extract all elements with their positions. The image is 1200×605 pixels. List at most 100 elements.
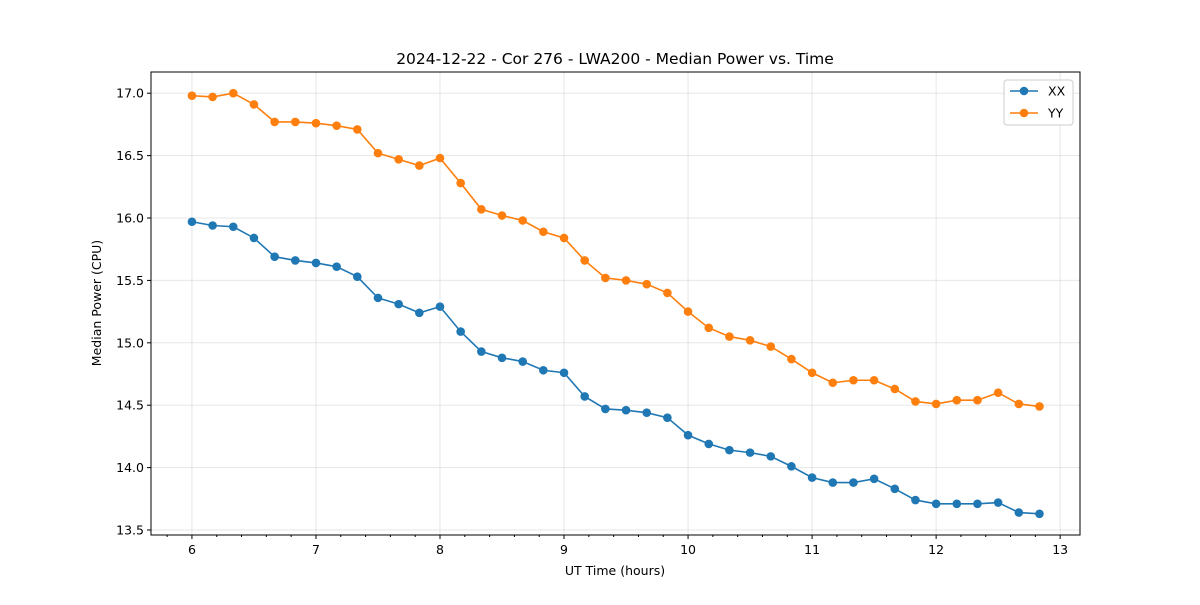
data-point-xx bbox=[911, 495, 920, 505]
data-point-xx bbox=[477, 347, 486, 356]
y-tick-label: 15.0 bbox=[116, 335, 144, 350]
data-point-xx bbox=[497, 353, 507, 363]
x-axis-label: UT Time (hours) bbox=[565, 563, 665, 578]
data-point-yy bbox=[911, 397, 920, 406]
y-tick-label: 13.5 bbox=[116, 523, 144, 538]
data-point-xx bbox=[435, 302, 445, 311]
data-point-yy bbox=[601, 273, 610, 283]
data-point-yy bbox=[807, 368, 817, 378]
x-tick-label: 10 bbox=[680, 542, 696, 557]
data-point-yy bbox=[621, 276, 631, 285]
data-point-yy bbox=[456, 178, 465, 188]
y-axis-label: Median Power (CPU) bbox=[89, 240, 104, 366]
data-point-yy bbox=[993, 388, 1003, 398]
data-point-yy bbox=[787, 354, 796, 364]
data-point-yy bbox=[869, 375, 879, 385]
data-point-xx bbox=[828, 478, 838, 487]
y-tick-label: 16.5 bbox=[116, 148, 144, 163]
data-point-xx bbox=[663, 413, 672, 422]
chart-title: 2024-12-22 - Cor 276 - LWA200 - Median P… bbox=[396, 50, 834, 68]
data-point-xx bbox=[270, 252, 279, 262]
data-point-xx bbox=[787, 462, 796, 471]
data-point-xx bbox=[849, 478, 858, 487]
data-point-xx bbox=[621, 405, 631, 415]
data-point-xx bbox=[559, 368, 569, 378]
data-point-yy bbox=[435, 153, 445, 163]
legend-label-yy: YY bbox=[1047, 106, 1064, 121]
x-tick-label: 11 bbox=[804, 542, 820, 557]
data-point-xx bbox=[580, 392, 590, 401]
x-tick-label: 8 bbox=[436, 542, 444, 557]
data-point-xx bbox=[725, 445, 734, 455]
data-point-yy bbox=[539, 227, 548, 237]
x-tick-label: 9 bbox=[560, 542, 568, 557]
data-point-xx bbox=[394, 299, 403, 309]
series-line-yy bbox=[191, 92, 1040, 408]
data-point-xx bbox=[290, 256, 300, 265]
data-point-xx bbox=[539, 365, 548, 375]
x-tick-label: 12 bbox=[928, 542, 944, 557]
data-point-yy bbox=[249, 100, 259, 109]
data-point-yy bbox=[890, 384, 900, 394]
data-point-xx bbox=[518, 357, 527, 366]
data-point-yy bbox=[332, 121, 341, 130]
data-point-yy bbox=[228, 88, 238, 98]
data-point-yy bbox=[973, 395, 982, 405]
data-point-yy bbox=[1014, 399, 1024, 409]
x-tick-label: 7 bbox=[312, 542, 320, 557]
y-tick-label: 15.5 bbox=[116, 273, 144, 288]
data-point-yy bbox=[208, 92, 217, 102]
data-point-xx bbox=[601, 404, 610, 414]
data-point-xx bbox=[1014, 508, 1024, 517]
x-tick-label: 6 bbox=[188, 542, 196, 557]
data-point-xx bbox=[931, 499, 941, 509]
data-point-xx bbox=[745, 448, 755, 457]
data-point-xx bbox=[683, 430, 693, 440]
data-point-yy bbox=[745, 336, 755, 345]
data-point-xx bbox=[332, 262, 341, 271]
data-point-xx bbox=[704, 439, 714, 449]
data-point-yy bbox=[849, 375, 858, 385]
data-point-xx bbox=[456, 327, 465, 336]
data-point-xx bbox=[311, 258, 321, 268]
data-point-yy bbox=[931, 399, 941, 409]
data-point-yy bbox=[580, 256, 590, 265]
data-point-xx bbox=[228, 222, 238, 232]
plot-frame bbox=[150, 71, 1081, 536]
data-point-xx bbox=[353, 272, 362, 281]
data-point-yy bbox=[766, 342, 776, 351]
data-point-yy bbox=[311, 118, 321, 128]
data-point-xx bbox=[993, 498, 1003, 507]
data-point-xx bbox=[249, 233, 259, 243]
data-point-xx bbox=[973, 499, 982, 509]
data-point-yy bbox=[828, 378, 838, 388]
data-point-xx bbox=[1035, 509, 1044, 519]
data-point-yy bbox=[270, 117, 279, 127]
data-point-yy bbox=[1035, 402, 1044, 411]
data-point-xx bbox=[766, 452, 776, 461]
y-tick-label: 17.0 bbox=[116, 86, 144, 101]
data-point-xx bbox=[807, 473, 817, 482]
data-point-yy bbox=[497, 211, 507, 220]
data-point-yy bbox=[187, 91, 197, 101]
data-point-xx bbox=[642, 408, 652, 417]
data-point-yy bbox=[290, 117, 300, 127]
data-point-yy bbox=[663, 288, 672, 298]
data-point-yy bbox=[704, 323, 714, 333]
data-point-yy bbox=[518, 216, 527, 225]
data-point-yy bbox=[373, 148, 383, 158]
legend-marker-yy bbox=[1019, 108, 1029, 118]
data-point-xx bbox=[373, 293, 383, 303]
data-point-yy bbox=[642, 279, 652, 289]
legend-label-xx: XX bbox=[1048, 84, 1066, 99]
x-tick-label: 13 bbox=[1052, 542, 1068, 557]
legend: XX YY bbox=[1003, 79, 1074, 126]
y-tick-label: 14.0 bbox=[116, 460, 144, 475]
data-point-yy bbox=[353, 125, 362, 134]
data-point-yy bbox=[952, 395, 962, 405]
data-point-yy bbox=[559, 233, 569, 243]
data-point-xx bbox=[869, 474, 879, 484]
y-tick-label: 16.0 bbox=[116, 211, 144, 226]
